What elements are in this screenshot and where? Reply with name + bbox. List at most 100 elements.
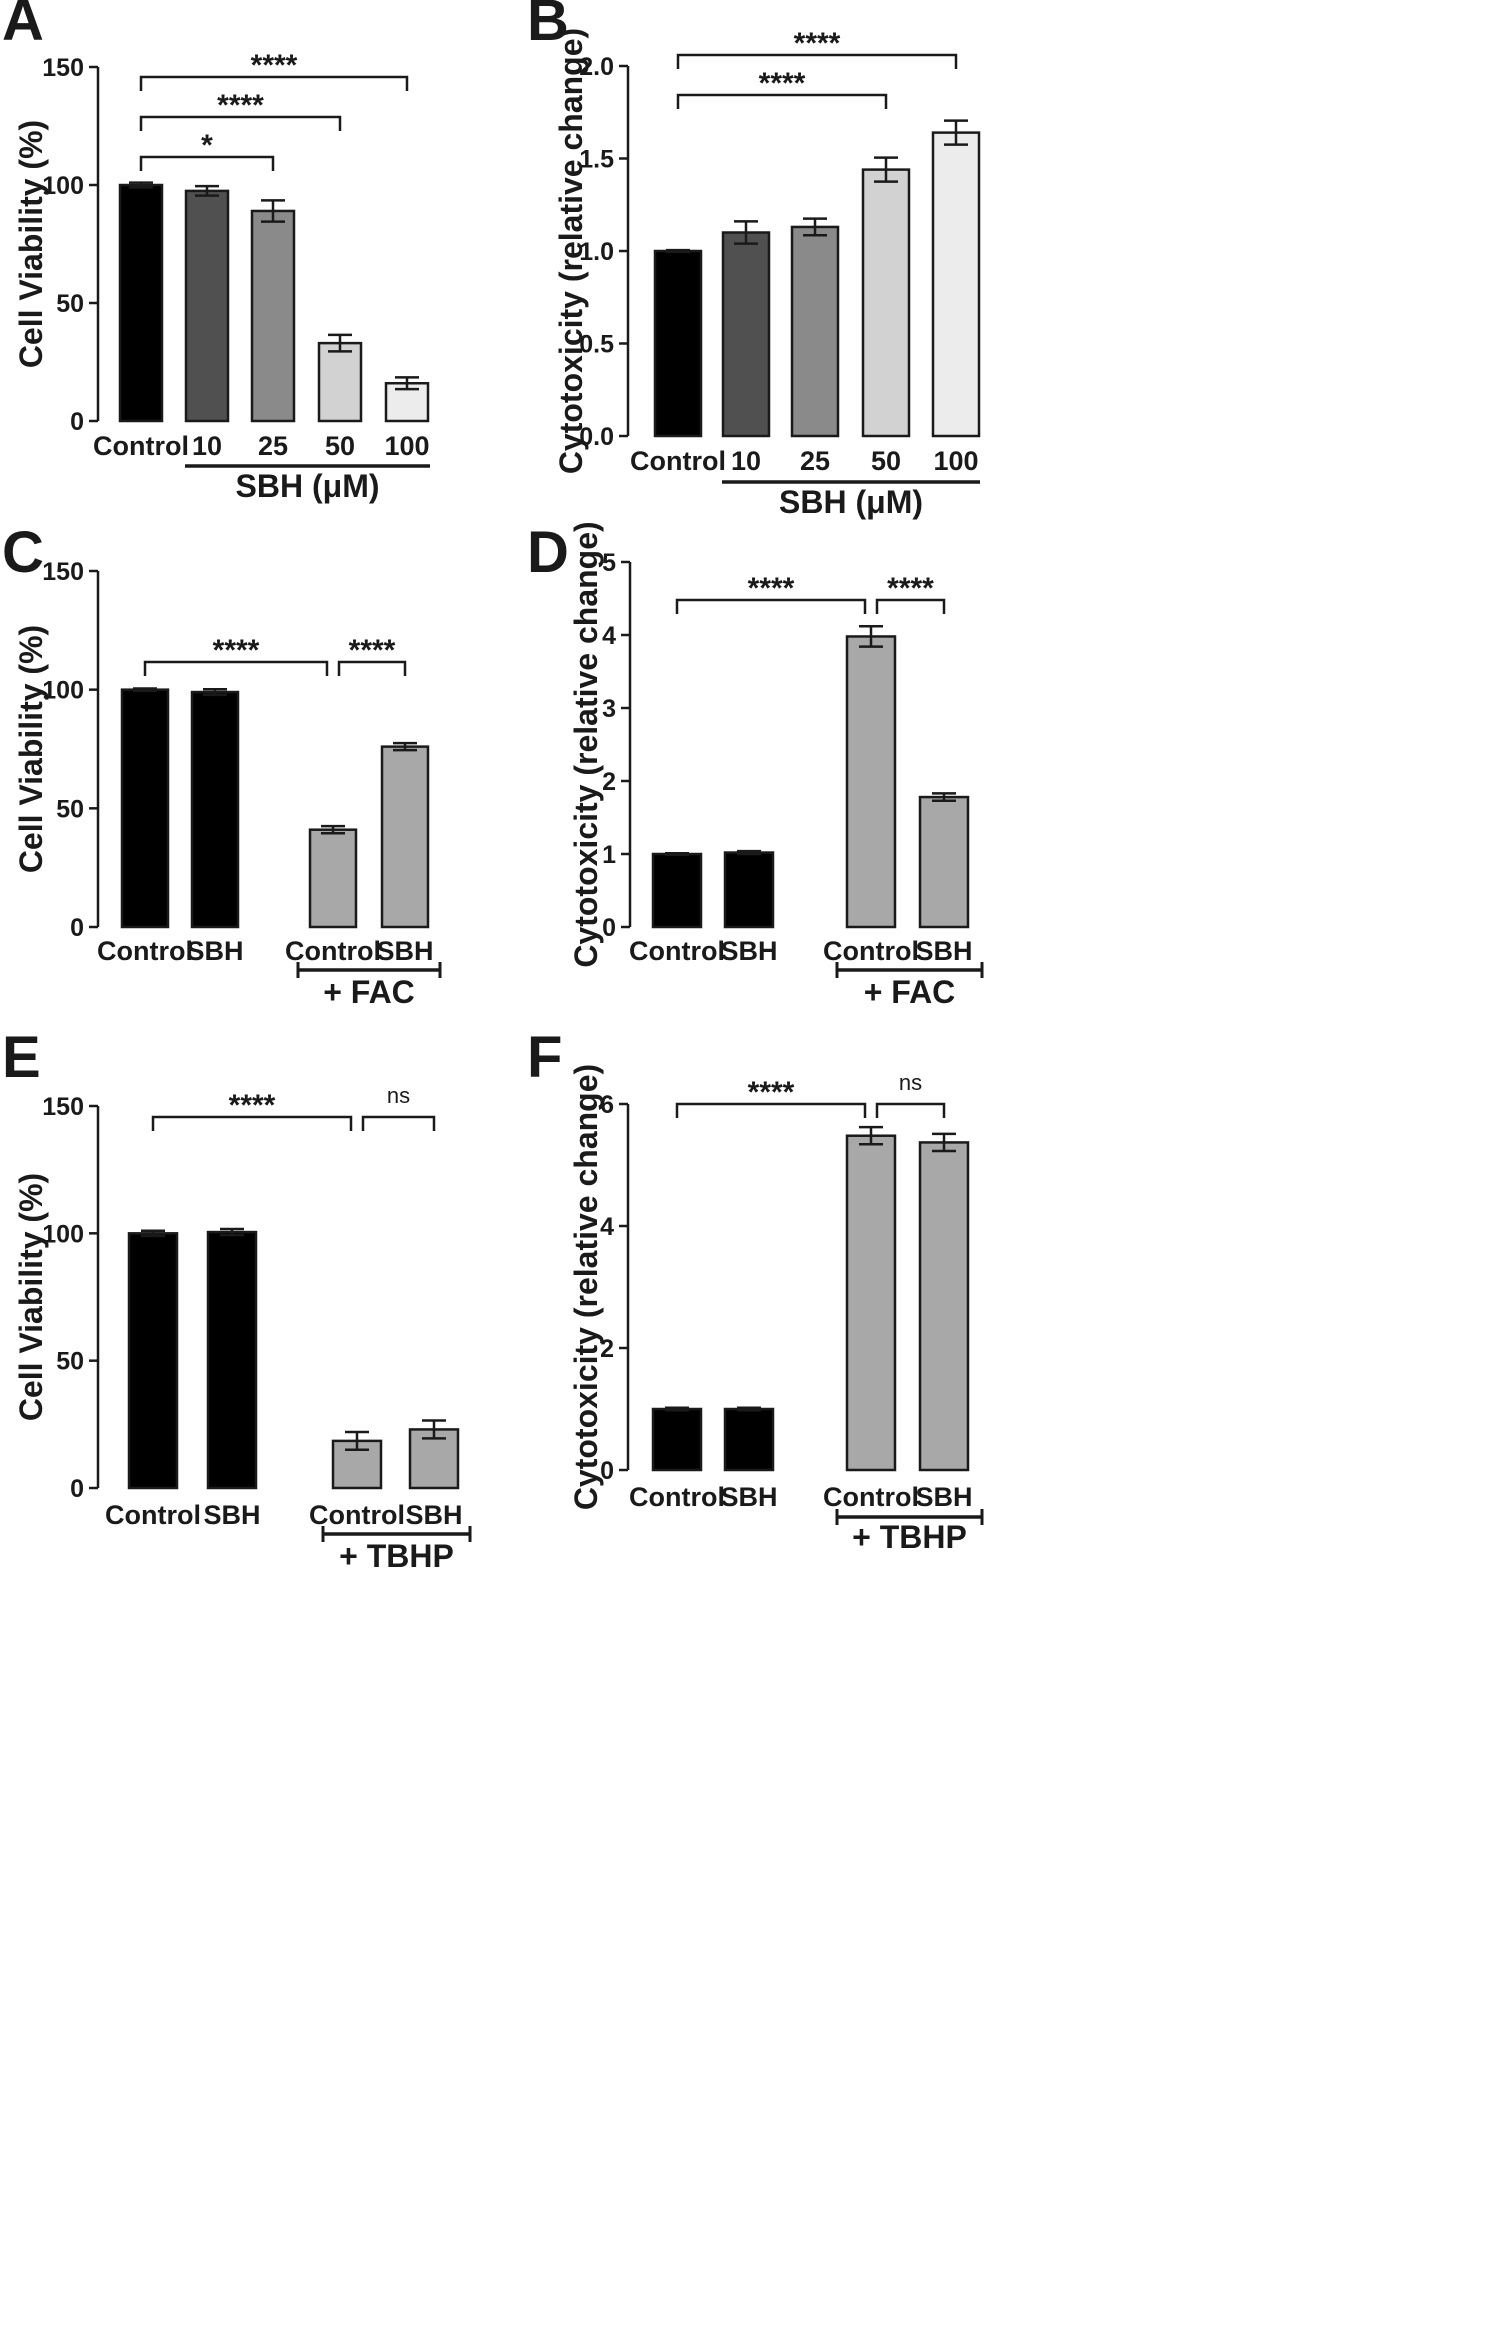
y-axis-title: Cell Viability (%) [13,120,49,368]
y-tick-label: 0 [602,914,616,942]
panel-letter: B [527,0,569,53]
group-label: SBH (μM) [779,484,923,520]
x-category-label: Control [93,431,189,461]
y-tick-label: 150 [42,1093,84,1121]
x-category-label: Control [309,1500,405,1530]
y-tick-label: 1.0 [579,238,614,266]
x-category-label: SBH [376,936,433,966]
significance-label: **** [217,89,264,122]
bar [120,688,170,929]
bar [184,189,230,423]
bar [653,249,703,438]
significance-bracket [337,660,407,676]
significance-bracket [143,660,329,676]
x-category-label: SBH [915,1482,972,1512]
significance-label: **** [748,572,795,605]
y-axis-title: Cell Viability (%) [13,1173,49,1421]
x-category-label: 10 [192,431,222,461]
y-tick-label: 50 [56,290,84,318]
y-tick-label: 1 [602,841,616,869]
y-tick-label: 0 [600,1457,614,1485]
significance-label: ns [387,1083,410,1108]
y-tick-label: 1.5 [579,146,614,174]
significance-bracket [139,115,342,131]
y-tick-label: 100 [42,677,84,705]
x-category-label: SBH [203,1500,260,1530]
panel-letter: A [2,0,44,53]
y-tick-label: 3 [602,695,616,723]
bar [127,1232,179,1490]
x-category-label: Control [629,1482,725,1512]
y-tick-label: 150 [42,558,84,586]
y-tick-label: 0 [70,1475,84,1503]
y-tick-label: 5 [602,549,616,577]
x-category-label: 100 [933,446,978,476]
significance-bracket [151,1115,353,1131]
y-axis-title: Cell Viability (%) [13,625,49,873]
group-label: + FAC [864,974,956,1010]
y-tick-label: 100 [42,1220,84,1248]
y-axis-title: Cytotoxicity (relative change) [568,1064,604,1510]
group-label: SBH (μM) [236,468,380,504]
x-category-label: SBH [915,936,972,966]
y-tick-label: 4 [602,622,616,650]
panel-letter: F [527,1025,562,1090]
bar [845,1134,897,1472]
bar [651,1407,703,1472]
x-category-label: Control [823,936,919,966]
y-tick-label: 0.0 [579,423,614,451]
significance-bracket [361,1115,436,1131]
x-category-label: Control [823,1482,919,1512]
significance-label: **** [251,49,298,82]
bar [721,231,771,438]
bar [861,168,911,438]
significance-bracket [675,1102,867,1118]
x-category-label: 10 [731,446,761,476]
x-category-label: Control [629,936,725,966]
x-category-label: SBH [186,936,243,966]
significance-bracket [139,75,409,91]
panel-letter: E [2,1025,41,1090]
significance-label: **** [794,27,841,60]
y-tick-label: 0 [70,914,84,942]
bar [190,690,240,929]
bar [380,745,430,929]
y-tick-label: 6 [600,1091,614,1119]
significance-label: **** [349,634,396,667]
y-axis-title: Cytotoxicity (relative change) [568,521,604,967]
x-category-label: Control [285,936,381,966]
bar [317,341,363,423]
panel-letter: D [527,520,569,585]
significance-label: * [201,129,213,162]
significance-bracket [676,53,958,69]
y-tick-label: 2 [600,1335,614,1363]
y-tick-label: 50 [56,1348,84,1376]
group-label: + FAC [323,974,415,1010]
significance-bracket [875,598,946,614]
x-category-label: Control [97,936,193,966]
x-category-label: Control [630,446,726,476]
significance-bracket [875,1102,946,1118]
significance-label: **** [759,67,806,100]
significance-bracket [139,155,275,171]
bar [918,795,970,929]
bar [206,1230,258,1490]
y-tick-label: 100 [42,172,84,200]
group-label: + TBHP [339,1538,454,1574]
significance-label: **** [213,634,260,667]
significance-bracket [675,598,867,614]
y-tick-label: 2.0 [579,53,614,81]
bar [931,131,981,438]
x-category-label: 100 [384,431,429,461]
y-tick-label: 0 [70,408,84,436]
x-category-label: SBH [720,936,777,966]
bar [651,852,703,929]
y-tick-label: 150 [42,54,84,82]
bar [918,1141,970,1472]
significance-label: **** [887,572,934,605]
x-category-label: SBH [405,1500,462,1530]
group-label: + TBHP [852,1519,967,1555]
